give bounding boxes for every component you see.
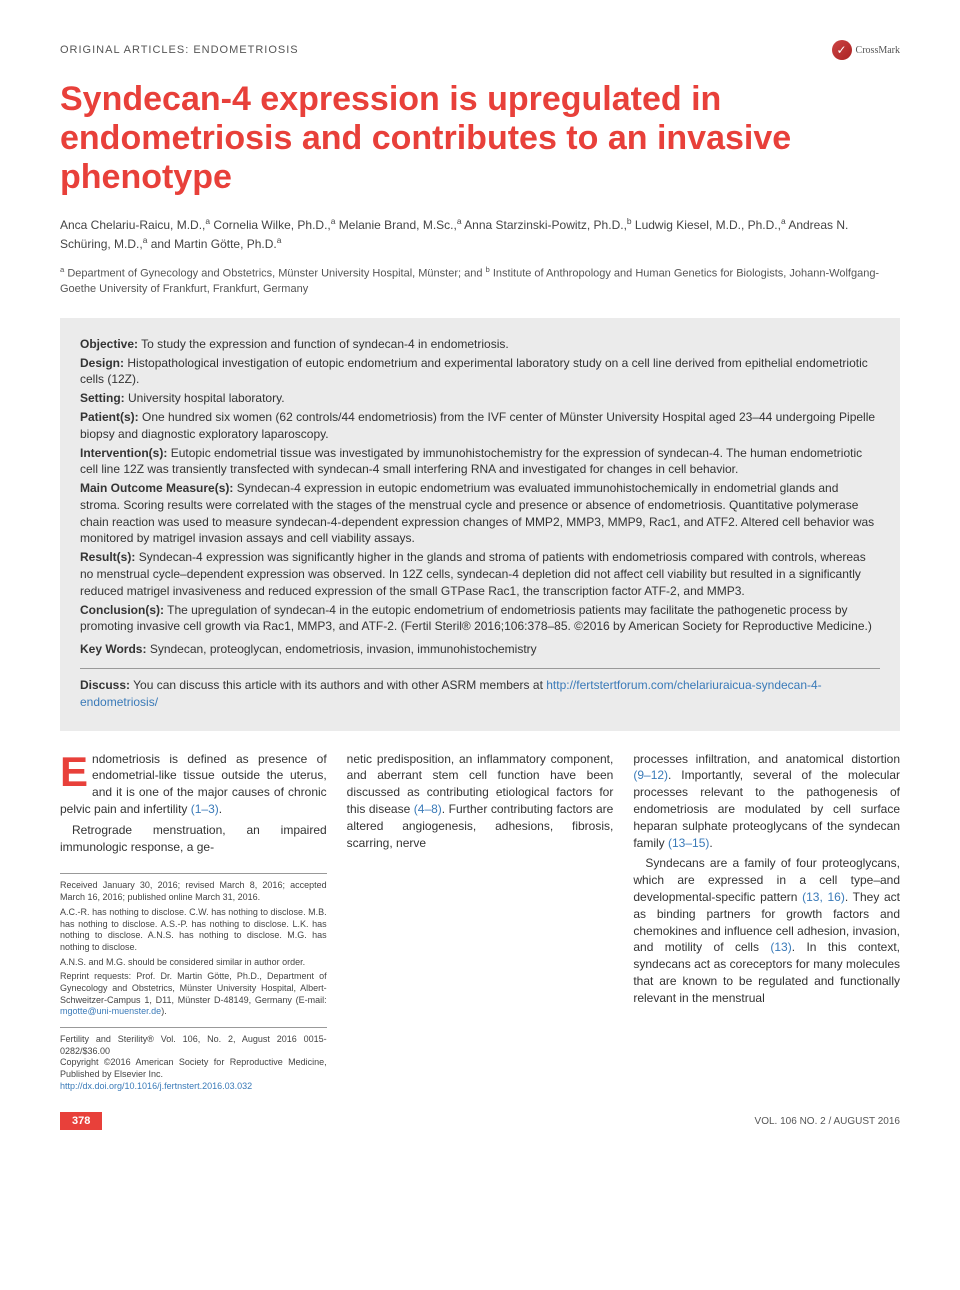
ref-link[interactable]: (1–3) <box>191 802 219 816</box>
ref-link[interactable]: (13–15) <box>668 836 709 850</box>
crossmark-badge[interactable]: ✓ CrossMark <box>832 40 900 60</box>
abstract-design: Histopathological investigation of eutop… <box>80 356 868 387</box>
crossmark-icon: ✓ <box>832 40 852 60</box>
abstract-interventions: Eutopic endometrial tissue was investiga… <box>80 446 862 477</box>
issue-info: VOL. 106 NO. 2 / AUGUST 2016 <box>755 1116 900 1127</box>
abstract-keywords: Syndecan, proteoglycan, endometriosis, i… <box>150 642 537 656</box>
ref-link[interactable]: (13) <box>770 940 791 954</box>
column-3: processes infiltration, and anatomical d… <box>633 751 900 1093</box>
dropcap: E <box>60 751 92 791</box>
crossmark-label: CrossMark <box>856 45 900 56</box>
article-title: Syndecan-4 expression is upregulated in … <box>60 80 900 197</box>
email-link[interactable]: mgotte@uni-muenster.de <box>60 1006 161 1016</box>
abstract-box: Objective: To study the expression and f… <box>60 318 900 731</box>
page-number: 378 <box>60 1112 102 1130</box>
copyright-block: Fertility and Sterility® Vol. 106, No. 2… <box>60 1034 327 1092</box>
doi-link[interactable]: http://dx.doi.org/10.1016/j.fertnstert.2… <box>60 1081 327 1093</box>
ref-link[interactable]: (4–8) <box>414 802 442 816</box>
page-footer: 378 VOL. 106 NO. 2 / AUGUST 2016 <box>60 1112 900 1130</box>
footnotes: Received January 30, 2016; revised March… <box>60 873 327 1028</box>
ref-link[interactable]: (13, 16) <box>802 890 845 904</box>
column-2: netic predisposition, an inflammatory co… <box>347 751 614 1093</box>
section-label: ORIGINAL ARTICLES: ENDOMETRIOSIS <box>60 44 299 56</box>
abstract-setting: University hospital laboratory. <box>128 391 285 405</box>
abstract-results: Syndecan-4 expression was significantly … <box>80 550 866 598</box>
discuss-text: You can discuss this article with its au… <box>133 678 546 692</box>
abstract-objective: To study the expression and function of … <box>141 337 509 351</box>
authors-list: Anca Chelariu-Raicu, M.D.,a Cornelia Wil… <box>60 215 900 253</box>
abstract-conclusions: The upregulation of syndecan-4 in the eu… <box>80 603 872 634</box>
article-body: Endometriosis is defined as presence of … <box>60 751 900 1093</box>
abstract-patients: One hundred six women (62 controls/44 en… <box>80 410 875 441</box>
affiliations: a Department of Gynecology and Obstetric… <box>60 265 900 297</box>
article-header: ORIGINAL ARTICLES: ENDOMETRIOSIS ✓ Cross… <box>60 40 900 60</box>
column-1: Endometriosis is defined as presence of … <box>60 751 327 1093</box>
ref-link[interactable]: (9–12) <box>633 768 668 782</box>
